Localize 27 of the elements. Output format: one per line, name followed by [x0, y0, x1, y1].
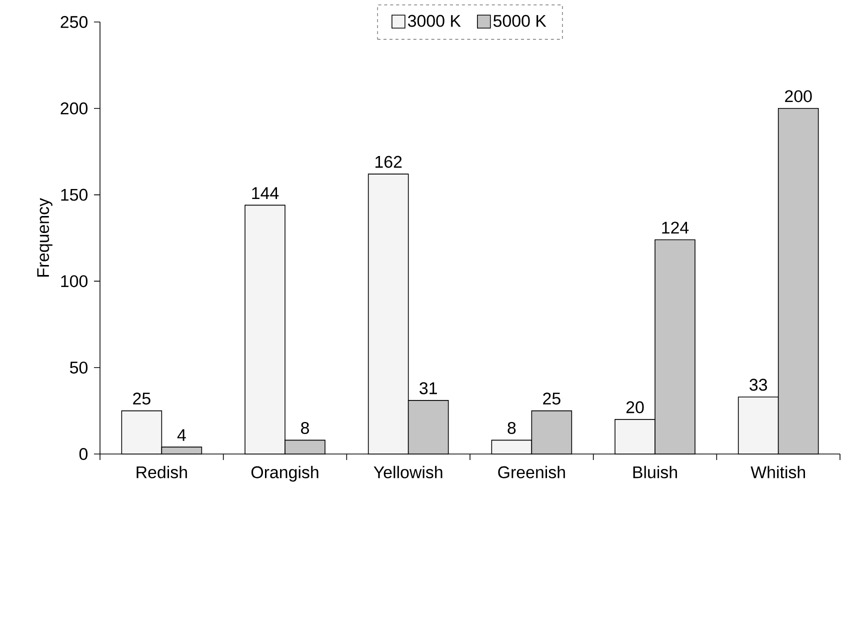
- y-tick-label: 200: [60, 102, 88, 114]
- data-label: 162: [376, 156, 402, 168]
- data-label: 25: [133, 392, 150, 405]
- data-label: 31: [420, 382, 437, 394]
- x-tick-label: Greenish: [498, 466, 565, 478]
- y-tick-label: 150: [61, 188, 88, 201]
- y-axis-title: Frequency: [37, 198, 52, 277]
- data-label: 8: [301, 422, 309, 434]
- x-tick-label: Orangish: [251, 466, 318, 482]
- data-label: 33: [750, 378, 768, 391]
- x-tick-label: Whitish: [750, 466, 805, 478]
- y-tick-label: 250: [60, 16, 88, 28]
- data-label: 4: [177, 429, 186, 441]
- legend-label: 5000 K: [493, 14, 546, 27]
- y-tick-label: 0: [79, 448, 88, 460]
- y-tick-label: 100: [61, 275, 88, 288]
- data-label: 25: [543, 392, 560, 405]
- data-label: 124: [662, 222, 689, 234]
- data-label: 144: [252, 187, 279, 199]
- data-label: 8: [508, 422, 516, 434]
- y-tick-label: 50: [70, 362, 88, 374]
- data-label: 200: [785, 90, 812, 102]
- x-tick-label: Redish: [136, 466, 187, 478]
- legend-label: 3000 K: [408, 14, 461, 27]
- x-tick-label: Yellowish: [374, 466, 442, 478]
- x-tick-label: Bluish: [633, 466, 677, 478]
- data-label: 20: [626, 401, 644, 414]
